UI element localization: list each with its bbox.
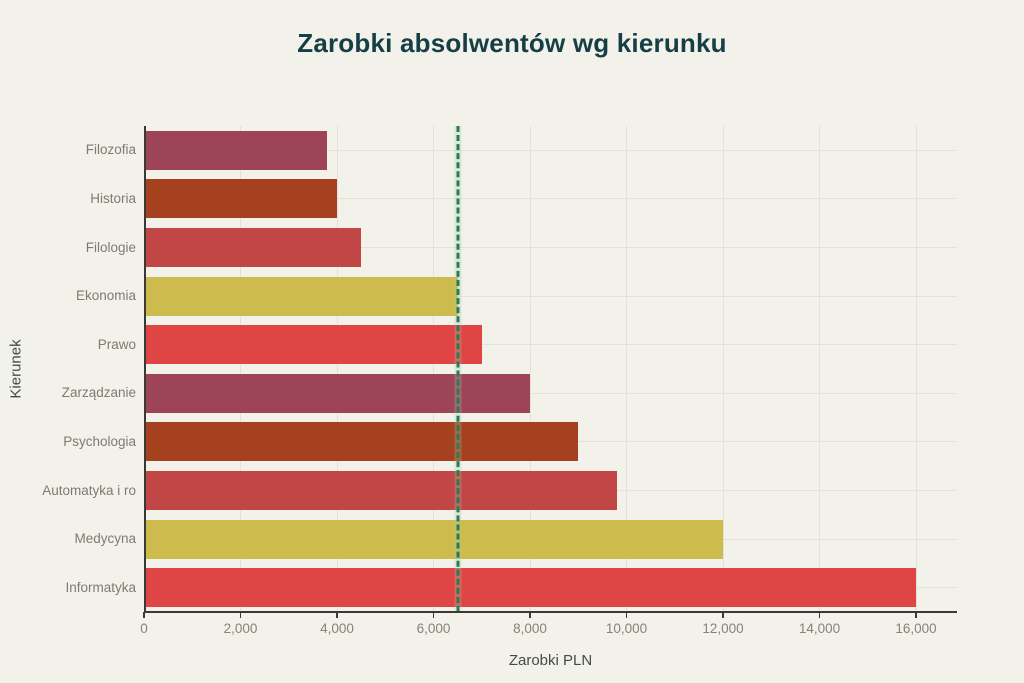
chart-title: Zarobki absolwentów wg kierunku — [297, 28, 727, 58]
gridline-x — [819, 126, 821, 612]
gridline-x — [915, 126, 917, 612]
y-tick-label-historia: Historia — [90, 190, 136, 206]
x-axis-title: Zarobki PLN — [508, 652, 593, 669]
x-tick-label-10000: 10,000 — [605, 621, 648, 636]
y-tick-label-psychologia: Psychologia — [63, 433, 136, 449]
x-tick-label-2000: 2,000 — [223, 621, 258, 636]
gridline-y — [144, 149, 957, 151]
bar-ekonomia — [144, 276, 458, 316]
x-tick-label-16000: 16,000 — [895, 621, 937, 636]
bar-prawo — [144, 325, 482, 365]
x-tick-label-4000: 4,000 — [320, 621, 354, 636]
gridline-y — [144, 295, 957, 297]
y-axis-spine — [144, 126, 146, 612]
gridline-y — [144, 344, 957, 346]
x-axis-tick-labels: 0 2,000 4,000 6,000 8,000 10,000 12,000 14,000 1… — [140, 621, 957, 639]
gridline-y — [144, 247, 957, 248]
x-tickmark-10000 — [625, 612, 628, 618]
x-tickmark-2000 — [239, 612, 242, 618]
gridline-x — [529, 126, 531, 612]
x-tick-label-12000: 12,000 — [702, 621, 744, 636]
y-tick-label-informatyka: Informatyka — [65, 579, 136, 595]
x-tickmark-14000 — [818, 612, 821, 618]
x-tickmark-0 — [143, 612, 145, 618]
bar-informatyka — [144, 568, 916, 608]
y-tick-label-ekonomia: Ekonomia — [75, 288, 136, 304]
y-axis-labels: Filozofia Historia Filologie Ekonomia Prawo Z… — [0, 126, 136, 612]
x-tickmark-4000 — [336, 612, 338, 618]
gridline-x — [722, 126, 724, 612]
bar-psychologia — [144, 422, 579, 462]
y-tick-label-automatyka-i-ro: Automatyka i ro — [42, 482, 136, 498]
reference-line — [456, 126, 460, 612]
gridline-x — [336, 126, 338, 612]
bar-medycyna — [144, 519, 723, 559]
x-tick-label-14000: 14,000 — [798, 621, 841, 636]
y-tick-label-zarz-dzanie: Zarządzanie — [61, 385, 136, 401]
bar-filozofia — [144, 130, 328, 170]
x-axis-tickmarks — [143, 612, 957, 618]
x-tickmark-12000 — [722, 612, 724, 618]
y-tick-label-medycyna: Medycyna — [74, 531, 136, 547]
x-tick-label-0: 0 — [140, 621, 148, 636]
gridline-x — [626, 126, 628, 612]
bar-filologie — [144, 228, 362, 267]
x-tickmark-6000 — [432, 612, 435, 618]
y-tick-label-prawo: Prawo — [97, 336, 136, 352]
plot-area — [144, 126, 957, 613]
gridline-y — [144, 198, 957, 200]
x-axis-spine — [144, 611, 957, 613]
gridline-x — [240, 126, 242, 612]
bar-historia — [144, 179, 337, 219]
x-tickmark-8000 — [529, 612, 531, 618]
x-tick-label-8000: 8,000 — [513, 621, 547, 636]
bar-automatyka-i-ro — [144, 471, 617, 510]
bar-zarz-dzanie — [144, 373, 530, 413]
x-tickmark-16000 — [915, 612, 917, 618]
x-tick-label-6000: 6,000 — [416, 621, 451, 636]
y-tick-label-filozofia: Filozofia — [85, 142, 136, 158]
gridline-y — [144, 392, 957, 394]
y-tick-label-filologie: Filologie — [85, 239, 136, 255]
gridline-x — [433, 126, 435, 612]
